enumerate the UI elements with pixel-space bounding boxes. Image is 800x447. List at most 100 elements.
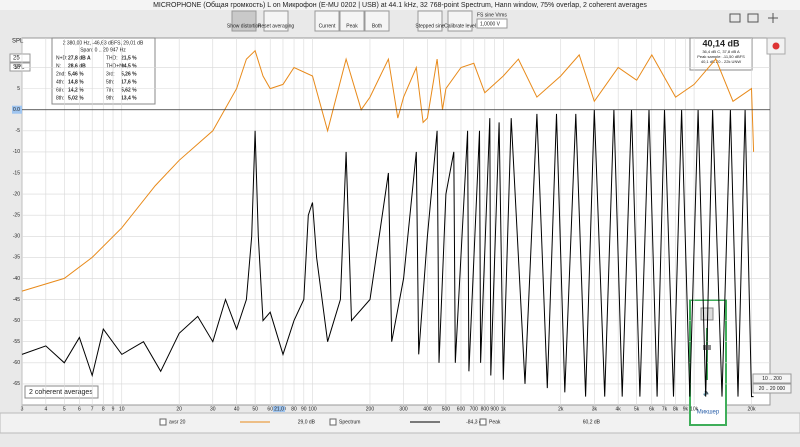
toolbar-button-label[interactable]: Both [372,23,383,29]
fs-input[interactable] [476,18,508,29]
distortion-cell: 3rd: [106,71,115,77]
distortion-cell: N+D: [56,55,68,61]
legend-readout: -84,3 dB [466,419,486,425]
toolbar-button[interactable] [417,10,443,32]
marker-label: 0.0 [13,107,20,113]
distortion-cell: 14,8 % [68,79,84,85]
x-tick-label: 300 [399,406,408,412]
x-tick-label: 500 [442,406,451,412]
toolbar-button-label[interactable]: Reset averaging [258,23,295,29]
toolbar-button-label[interactable]: Show distortion [227,23,261,29]
toolbar-button-label[interactable]: Calibrate level [444,23,476,29]
legend-readout: 60,2 dB [583,419,601,425]
toolbar-button-label[interactable]: Peak [346,23,358,29]
icon[interactable] [729,13,741,23]
averages-label: 2 coherent averages [29,389,93,396]
range-select[interactable] [9,53,31,63]
toolbar-button[interactable] [447,10,473,32]
level-line: 36,4 dB C, 37,8 dB A [702,49,740,54]
range-button-label[interactable]: 10 .. 200 [762,376,782,382]
toolbar-button[interactable] [263,10,289,32]
y-tick-label: -35 [13,255,20,261]
x-tick-label: 7k [662,406,668,412]
x-tick-label: 60 [267,406,273,412]
toolbar-button[interactable] [339,10,365,32]
x-tick-label: 90 [301,406,307,412]
legend-checkbox[interactable] [159,418,167,426]
cursor-label: 21,0 [274,406,284,412]
axis-name: SPL [12,39,24,45]
fs-value[interactable]: 1,0000 V [480,21,501,27]
unit-select[interactable] [9,62,31,72]
x-tick-label: 4 [44,406,47,412]
x-tick-label: 100 [308,406,317,412]
y-tick-label: 10 [14,65,20,71]
y-tick-label: -20 [13,191,20,197]
legend-checkbox[interactable] [479,418,487,426]
level-line: 40,1 dB Z0 - 22k UNW [701,59,741,64]
toolbar-button[interactable] [364,10,390,32]
distortion-cell: 9th: [106,95,114,101]
range-button[interactable] [752,373,792,384]
distortion-cell: N: [56,63,61,69]
distortion-cell: 21,5 % [121,55,137,61]
window-controls[interactable] [729,13,778,23]
y-tick-label: -15 [13,170,20,176]
speaker-icon: 🔈 [703,390,710,397]
device-icon [700,307,714,321]
title-bar [0,0,800,10]
toolbar-button-label[interactable]: Stepped sine [415,23,444,29]
distortion-cell: 6th: [56,87,64,93]
icon[interactable] [768,13,778,23]
x-tick-label: 400 [423,406,432,412]
toolbar-button-label[interactable]: Current [319,23,336,29]
x-tick-label: 8 [102,406,105,412]
distortion-cell: 5,02 % [68,95,84,101]
x-tick-label: 20k [747,406,756,412]
x-tick-label: 5 [63,406,66,412]
icon[interactable] [747,13,759,23]
x-tick-label: 200 [366,406,375,412]
distortion-cell: 94,5 % [121,63,137,69]
x-tick-label: 2k [558,406,564,412]
legend-checkbox[interactable] [329,418,337,426]
x-tick-label: 8k [673,406,679,412]
cursor-box [273,406,285,412]
legend-bar [0,412,800,434]
x-tick-label: 10k [690,406,699,412]
toolbar-button[interactable] [231,10,257,32]
x-tick-label: 80 [291,406,297,412]
y-tick-label: -60 [13,360,20,366]
level-value: 40,14 dB [702,38,740,48]
y-tick-label: -5 [16,128,21,134]
distortion-cell: THD+N: [106,63,124,69]
x-tick-label: 4k [616,406,622,412]
distortion-cell: 8th: [56,95,64,101]
range-button-label[interactable]: 20 .. 20 000 [759,386,786,392]
x-tick-label: 800 [481,406,490,412]
distortion-cell: 7th: [106,87,114,93]
range-button[interactable] [752,383,792,394]
x-tick-label: 3k [592,406,598,412]
record-icon[interactable] [772,42,780,50]
mixer-label[interactable]: Микшер [697,410,720,416]
distortion-cell: 28,6 dB [68,63,86,69]
x-tick-label: 3 [21,406,24,412]
unit-value[interactable]: SPL [13,65,25,71]
series-line [21,109,754,398]
toolbar-button[interactable] [314,10,340,32]
window-title: MICROPHONE (Общая громкость) L on Микроф… [153,1,647,9]
marker-box [12,105,22,114]
y-tick-label: -65 [13,381,20,387]
x-tick-label: 10 [119,406,125,412]
legend-name: Peak [489,419,501,425]
legend-name: avsr 20 [169,419,186,425]
distortion-cell: 13,4 % [121,95,137,101]
range-value[interactable]: 25 [13,56,20,62]
y-tick-label: -40 [13,276,20,282]
y-tick-label: -55 [13,339,20,345]
y-tick-label: -50 [13,318,20,324]
x-tick-label: 6k [649,406,655,412]
y-tick-label: -30 [13,234,20,240]
